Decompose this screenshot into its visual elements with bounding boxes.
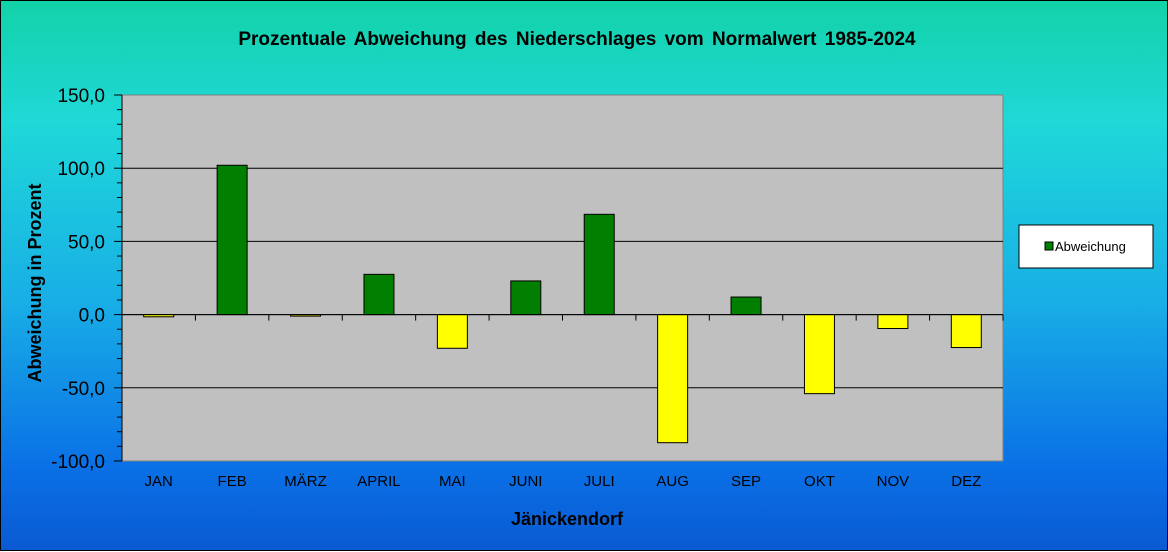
x-tick-label: DEZ: [951, 473, 981, 490]
bar-sep: [730, 296, 762, 316]
x-tick-label: SEP: [731, 473, 761, 490]
y-tick-label: 150,0: [57, 86, 105, 107]
x-tick-label: OKT: [804, 473, 835, 490]
legend-swatch: [1044, 241, 1054, 251]
legend-box: [1018, 224, 1154, 269]
bar-dez: [950, 314, 982, 349]
plot-area: [121, 94, 1004, 462]
legend-label: Abweichung: [1055, 239, 1126, 254]
bar-nov: [877, 314, 909, 330]
y-tick-label: 100,0: [57, 159, 105, 180]
x-tick-label: FEB: [218, 473, 247, 490]
y-tick-label: 0,0: [79, 306, 105, 327]
bar-juni: [510, 280, 542, 316]
x-tick-label: AUG: [656, 473, 689, 490]
y-tick-label: 50,0: [68, 232, 105, 253]
x-tick-label: NOV: [877, 473, 910, 490]
legend: Abweichung: [1018, 224, 1154, 269]
bar-april: [363, 273, 395, 316]
x-axis-label: Jänickendorf: [511, 509, 624, 529]
bar-juli: [583, 213, 615, 316]
x-tick-label: APRIL: [357, 473, 400, 490]
x-tick-label: JULI: [584, 473, 615, 490]
chart-title: Prozentuale Abweichung des Niederschlage…: [238, 29, 916, 50]
y-tick-label: -50,0: [62, 379, 105, 400]
bar-mai: [436, 314, 468, 349]
axes: [114, 94, 1004, 462]
x-tick-label: JAN: [145, 473, 173, 490]
bar-okt: [803, 314, 835, 395]
x-tick-label: MAI: [439, 473, 466, 490]
x-tick-label: MÄRZ: [284, 473, 327, 490]
y-tick-label: -100,0: [51, 452, 105, 473]
bars: [143, 164, 982, 444]
y-axis-label: Abweichung in Prozent: [25, 183, 45, 382]
y-tick-labels: -100,0 -50,0 0,0 50,0 100,0 150,0: [51, 86, 105, 473]
bar-feb: [216, 164, 248, 316]
x-tick-label: JUNI: [509, 473, 542, 490]
bar-aug: [657, 314, 689, 444]
x-tick-labels: JAN FEB MÄRZ APRIL MAI JUNI JULI AUG SEP OKT NOV DE…: [145, 473, 982, 490]
